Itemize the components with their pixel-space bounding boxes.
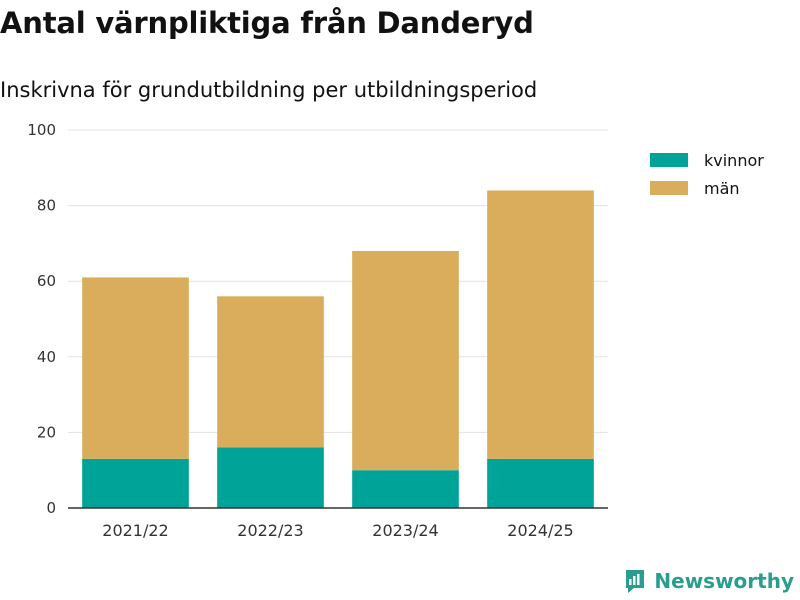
- legend-swatch-man: [650, 181, 688, 195]
- chart-title: Antal värnpliktiga från Danderyd: [0, 6, 534, 40]
- bar-män-2024/25: [487, 190, 594, 459]
- brand-name: Newsworthy: [654, 569, 794, 593]
- bar-män-2023/24: [352, 250, 459, 471]
- y-tick-label-60: 60: [37, 272, 56, 290]
- x-tick-label-2023/24: 2023/24: [372, 521, 438, 540]
- y-tick-label-20: 20: [37, 423, 56, 441]
- y-tick-label-100: 100: [27, 121, 56, 139]
- bar-män-2021/22: [82, 277, 189, 459]
- bar-kvinnor-2022/23: [217, 447, 324, 508]
- bar-män-2022/23: [217, 296, 324, 448]
- legend-item-kvinnor[interactable]: kvinnor: [650, 146, 764, 174]
- bar-kvinnor-2024/25: [487, 458, 594, 508]
- y-tick-label-80: 80: [37, 197, 56, 215]
- x-tick-label-2024/25: 2024/25: [507, 521, 573, 540]
- legend-label-man: män: [704, 178, 740, 198]
- legend-swatch-kvinnor: [650, 153, 688, 167]
- bar-kvinnor-2023/24: [352, 470, 459, 508]
- newsworthy-brand[interactable]: Newsworthy: [624, 568, 794, 594]
- y-tick-label-40: 40: [37, 348, 56, 366]
- newsworthy-logo-icon: [626, 570, 645, 593]
- chart-subtitle: Inskrivna för grundutbildning per utbild…: [0, 78, 538, 102]
- legend: kvinnor män: [650, 146, 764, 202]
- bar-kvinnor-2021/22: [82, 458, 189, 508]
- x-tick-label-2022/23: 2022/23: [237, 521, 303, 540]
- legend-item-man[interactable]: män: [650, 174, 764, 202]
- x-tick-label-2021/22: 2021/22: [102, 521, 168, 540]
- y-tick-label-0: 0: [46, 499, 56, 517]
- legend-label-kvinnor: kvinnor: [704, 150, 764, 170]
